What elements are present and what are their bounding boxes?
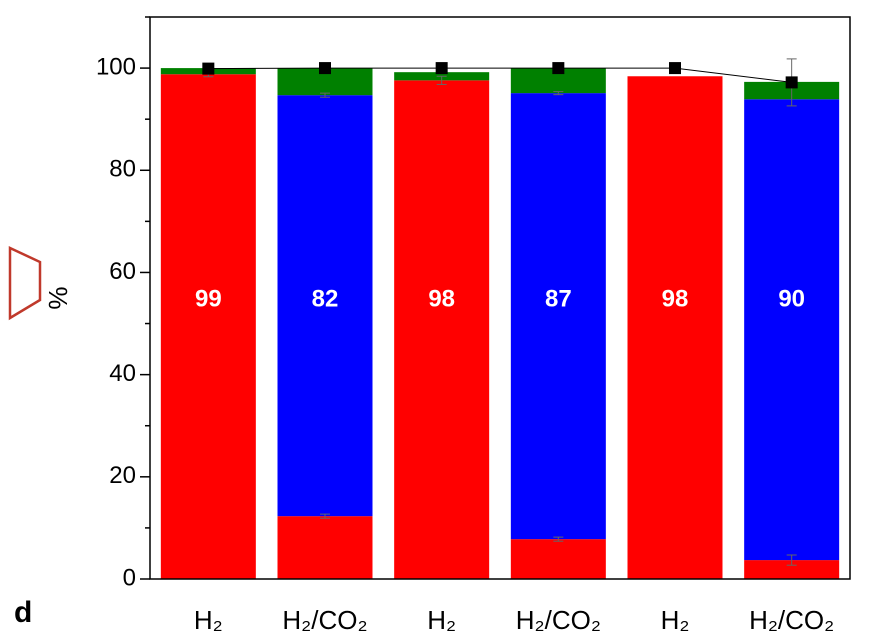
y-tick-label: 60 <box>109 258 136 285</box>
bar-segment <box>744 560 840 579</box>
error-bar <box>553 536 564 542</box>
data-label: 90 <box>778 285 805 312</box>
point <box>552 62 565 75</box>
y-tick-label: 100 <box>96 53 136 80</box>
point <box>785 76 798 89</box>
decoration <box>8 246 42 321</box>
error-bar <box>436 75 447 85</box>
error-bar <box>553 91 564 96</box>
error-bar <box>786 554 797 566</box>
point <box>435 62 448 75</box>
bar-segment <box>510 539 606 579</box>
error-bar <box>320 92 330 98</box>
line <box>208 67 792 83</box>
data-label: 87 <box>545 285 572 312</box>
point <box>202 62 215 75</box>
point <box>669 62 681 75</box>
data-label: 99 <box>195 285 222 312</box>
y-tick-label: 40 <box>109 360 136 387</box>
x-tick-label: H₂ <box>427 605 456 634</box>
y-tick-label: 0 <box>123 564 136 591</box>
data-label: 98 <box>428 285 455 312</box>
x-tick-label: H₂ <box>661 605 690 634</box>
x-tick-label: H₂ <box>194 605 223 634</box>
bar-segment <box>510 93 606 540</box>
bar-segment <box>277 516 373 579</box>
x-tick-label: H₂/CO₂ <box>749 605 834 634</box>
data-label: 98 <box>662 285 689 312</box>
bar-segment <box>627 76 723 580</box>
error-bar <box>320 513 330 519</box>
y-tick-label: 80 <box>109 156 136 183</box>
bar-segment <box>394 80 490 580</box>
plot-frame <box>149 16 851 580</box>
bar-segment <box>277 95 373 517</box>
y-axis-label: % <box>43 286 73 309</box>
bar-segment <box>160 74 256 580</box>
bar-segment <box>744 99 840 561</box>
data-label: 82 <box>312 285 339 312</box>
y-tick-label: 20 <box>109 462 136 489</box>
panel-label: d <box>14 596 32 629</box>
x-tick-label: H₂/CO₂ <box>516 605 601 634</box>
point <box>319 62 331 75</box>
x-tick-label: H₂/CO₂ <box>282 605 367 634</box>
